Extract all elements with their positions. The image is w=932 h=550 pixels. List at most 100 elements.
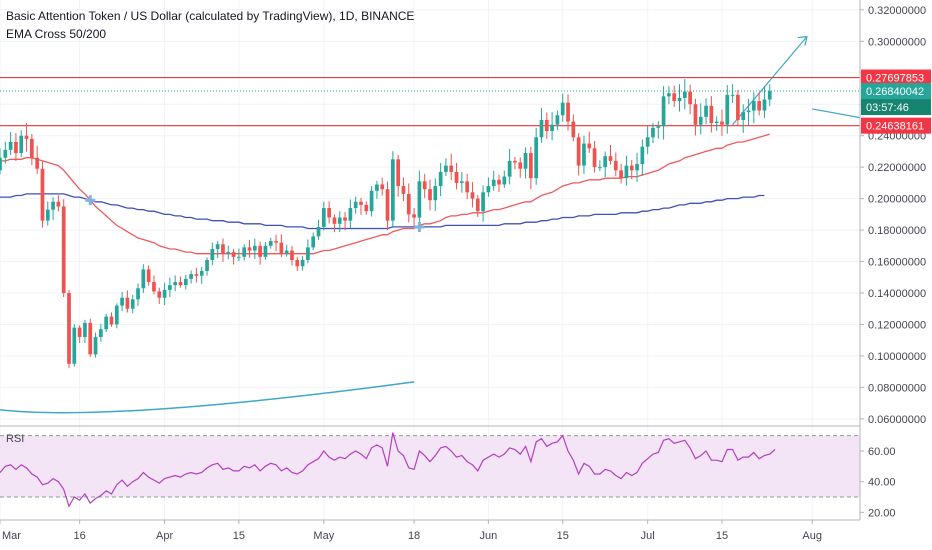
rsi-tick-label: 20.00 (868, 507, 896, 519)
candle-body (438, 171, 443, 187)
price-tick-label: 0.20000000 (868, 194, 926, 206)
candle-layer (0, 79, 772, 369)
candle-body (401, 186, 406, 194)
rsi-layer: RSI (0, 432, 860, 508)
candle-body (141, 269, 146, 289)
chart-title: Basic Attention Token / US Dollar (calcu… (6, 9, 414, 23)
candle-body (104, 316, 109, 330)
candle-body (274, 241, 278, 243)
candle-body (571, 121, 576, 138)
time-tick-label: Jul (641, 530, 655, 542)
candle-body (88, 322, 93, 355)
candle-body (263, 245, 268, 257)
candle-body (629, 165, 634, 171)
candle-body (640, 146, 645, 165)
candle-body (767, 91, 772, 100)
arrow-down-drawing[interactable] (812, 108, 861, 119)
indicator-label[interactable]: EMA Cross 50/200 (6, 27, 106, 41)
candle-body (449, 165, 454, 172)
candle-body (67, 293, 71, 364)
candle-body (555, 115, 560, 125)
candle-body (3, 149, 8, 158)
candle-body (125, 297, 130, 309)
candle-body (656, 126, 661, 128)
candle-body (311, 236, 316, 248)
hline-layer (0, 76, 860, 127)
candle-body (279, 242, 284, 254)
ema-layer (0, 133, 770, 255)
price-tick-label: 0.16000000 (868, 257, 926, 269)
candle-body (364, 204, 369, 212)
marker-layer (85, 195, 425, 232)
candle-body (486, 186, 491, 193)
candle-body (189, 274, 193, 279)
candle-body (183, 278, 188, 286)
rsi-band (0, 435, 860, 497)
candle-body (173, 282, 178, 286)
time-tick-label: Mar (2, 530, 21, 542)
candle-body (560, 102, 565, 116)
candle-body (693, 104, 698, 125)
candle-body (359, 201, 363, 205)
level-tag-lower: 0.24638161 (866, 121, 924, 133)
candle-body (40, 168, 45, 221)
price-tick-label: 0.08000000 (868, 382, 926, 394)
candle-body (613, 160, 618, 171)
price-tick-label: 0.06000000 (868, 414, 926, 426)
candle-body (77, 327, 82, 338)
price-tick-label: 0.24000000 (868, 131, 926, 143)
time-tick-label: Aug (802, 530, 822, 542)
candle-body (751, 101, 756, 111)
candle-body (215, 244, 220, 249)
time-tick-label: Jun (480, 530, 498, 542)
candle-body (741, 112, 746, 120)
candle-body (603, 156, 608, 168)
price-tick-label: 0.30000000 (868, 36, 926, 48)
candle-body (300, 259, 305, 267)
candle-body (704, 105, 708, 117)
candle-body (475, 198, 480, 212)
candle-body (93, 337, 98, 355)
candle-body (465, 181, 470, 193)
candle-body (598, 167, 602, 169)
price-tick-label: 0.12000000 (868, 319, 926, 331)
candle-body (587, 143, 592, 149)
candle-body (157, 291, 162, 298)
candle-body (353, 201, 358, 209)
candle-body (348, 208, 353, 221)
candle-body (624, 165, 629, 179)
time-tick-label: 18 (408, 530, 420, 542)
time-tick-label: May (313, 530, 334, 542)
candle-body (619, 170, 623, 179)
candle-body (746, 110, 751, 113)
price-tick-label: 0.14000000 (868, 288, 926, 300)
candle-body (762, 99, 767, 111)
candle-body (714, 121, 719, 124)
candle-body (242, 247, 247, 257)
candle-body (316, 226, 321, 237)
candle-body (237, 256, 241, 258)
arc-drawing[interactable] (0, 381, 415, 414)
price-tick-label: 0.32000000 (868, 5, 926, 17)
candle-body (444, 165, 448, 172)
arrow-up-drawing[interactable] (732, 36, 808, 126)
candle-body (99, 329, 103, 338)
rsi-tick-label: 60.00 (868, 446, 896, 458)
candle-body (231, 252, 236, 257)
price-tick-label: 0.22000000 (868, 162, 926, 174)
candle-body (19, 135, 24, 154)
candle-body (406, 193, 411, 215)
candle-body (120, 297, 124, 306)
time-tick-label: 15 (233, 530, 245, 542)
candle-body (459, 181, 464, 183)
candle-body (168, 285, 172, 290)
candle-body (221, 244, 225, 254)
candle-body (332, 217, 337, 224)
ema50-line (0, 133, 770, 255)
candle-body (481, 192, 485, 212)
candle-body (247, 247, 252, 251)
level-tag-upper: 0.27697853 (866, 73, 924, 85)
candle-body (14, 142, 18, 154)
